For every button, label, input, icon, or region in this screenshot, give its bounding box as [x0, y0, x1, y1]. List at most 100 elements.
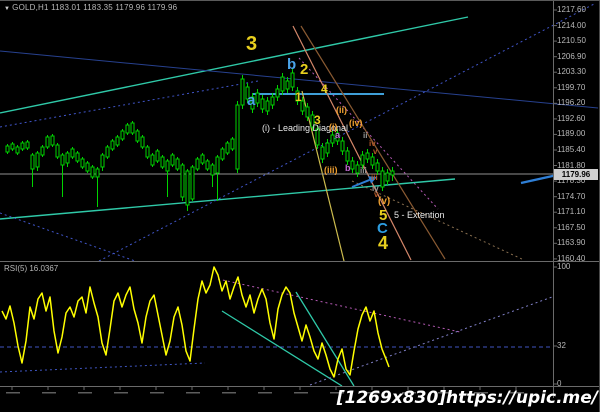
rsi-line: [1, 266, 390, 378]
leading-diagonal-note[interactable]: (i) - Leading Diagonal: [262, 123, 349, 133]
wave-b-top[interactable]: b: [287, 56, 297, 73]
candlestick-series: [5, 69, 395, 211]
candlestick: [320, 143, 325, 163]
time-axis-label: [510, 392, 524, 394]
candlestick: [275, 85, 280, 101]
brown-dotted-line[interactable]: [351, 180, 525, 261]
candlestick: [45, 135, 50, 149]
candlestick: [225, 141, 230, 155]
wave-4-mid[interactable]: 4: [321, 82, 328, 96]
rsi-dotted-left-line[interactable]: [0, 362, 206, 373]
dotted-channel-line-left[interactable]: [0, 80, 259, 128]
candlestick: [325, 139, 330, 157]
wave-i-orange[interactable]: (i): [329, 122, 338, 132]
salmon-trendline[interactable]: [292, 25, 412, 261]
candlestick: [330, 131, 335, 147]
price-axis-label: 1210.50: [557, 36, 586, 46]
magenta-dotted-line[interactable]: [298, 57, 439, 210]
price-axis-label: 1192.60: [557, 113, 586, 123]
candlestick: [230, 137, 235, 151]
wave-v-red-2[interactable]: v: [374, 190, 379, 199]
descending-blue-line[interactable]: [0, 50, 599, 109]
ohlc-expand-icon[interactable]: ▼: [4, 6, 11, 12]
candlestick: [175, 157, 180, 171]
candlestick: [60, 153, 65, 197]
yellow-trendline[interactable]: [301, 90, 345, 262]
time-axis-label: [474, 392, 488, 394]
main-chart-trendlines: [0, 2, 599, 262]
candlestick: [205, 159, 210, 171]
candlestick: [120, 129, 125, 141]
chart-title: ▼ GOLD,H1 1183.01 1183.35 1179.96 1179.96: [4, 4, 177, 13]
price-axis-label: 1189.00: [557, 129, 586, 139]
upper-cyan-trendline[interactable]: [0, 16, 469, 114]
candlestick: [250, 93, 255, 113]
wave-iii-orange[interactable]: (iii): [324, 165, 338, 175]
candlestick: [75, 151, 80, 163]
lower-cyan-trendline[interactable]: [0, 178, 456, 220]
price-axis-label: 1203.30: [557, 67, 586, 77]
time-axis-label: [78, 392, 92, 394]
candlestick: [55, 143, 60, 159]
wave-4-bottom[interactable]: 4: [378, 233, 389, 253]
wave-3-top[interactable]: 3: [246, 33, 258, 55]
breakout-arrow[interactable]: [351, 176, 377, 188]
candlestick: [335, 129, 340, 145]
wave-iii-red[interactable]: iii: [371, 173, 378, 182]
price-axis-label: 1199.70: [557, 82, 586, 92]
candlestick: [10, 142, 15, 151]
candlestick: [195, 157, 200, 171]
wave-ii-grey[interactable]: ii: [363, 131, 368, 140]
wave-a-purple[interactable]: a: [335, 130, 341, 140]
candlestick: [15, 145, 20, 155]
price-axis-label: 1206.90: [557, 51, 586, 61]
candlestick: [390, 167, 395, 181]
candlestick: [295, 87, 300, 105]
current-price-box: 1179.96: [554, 168, 598, 180]
wave-a-left[interactable]: a: [247, 92, 256, 109]
candlestick: [260, 95, 265, 113]
wave-c-bottom[interactable]: C: [377, 220, 388, 237]
time-axis-label: [438, 392, 452, 394]
wave-1-mid[interactable]: 1: [295, 90, 302, 104]
dotted-rising-line[interactable]: [98, 2, 597, 262]
wave-ii-orange[interactable]: (ii): [336, 105, 347, 115]
time-axis-label: [366, 392, 380, 394]
candlestick: [40, 145, 45, 157]
wave-v-orange[interactable]: (v): [378, 196, 391, 207]
axis-tick-marks: [6, 9, 557, 394]
wave-iv-red[interactable]: iv: [369, 139, 376, 148]
rsi-axis-label: 100: [557, 262, 571, 271]
time-axis-label: [6, 392, 20, 394]
candlestick: [95, 167, 100, 207]
rsi-axis-label: 32: [557, 341, 566, 350]
wave-iv-grey[interactable]: iv: [372, 184, 379, 193]
candlestick: [30, 153, 35, 187]
wave-2-top[interactable]: 2: [300, 61, 309, 78]
candlestick: [360, 151, 365, 169]
rsi-magenta-upper-line[interactable]: [217, 278, 461, 333]
rsi-magenta-rising-line[interactable]: [309, 296, 553, 386]
dotted-lower-left-line[interactable]: [0, 212, 136, 262]
price-axis-label: 1174.70: [557, 191, 586, 201]
candlestick: [310, 111, 315, 131]
wave-iii-grey[interactable]: iii: [360, 166, 367, 175]
wave-iv-orange[interactable]: (iv): [349, 118, 363, 128]
candlestick: [115, 135, 120, 147]
rsi-wedge-steep-line[interactable]: [295, 291, 355, 387]
wave-b-purple[interactable]: b: [345, 163, 351, 173]
candlestick: [375, 159, 380, 175]
candlestick: [105, 145, 110, 159]
wave-v-red[interactable]: v: [373, 147, 378, 156]
wave-3-mid[interactable]: 3: [314, 113, 321, 127]
brown-trendline[interactable]: [300, 25, 446, 260]
candlestick: [245, 83, 250, 103]
wave-5-bottom[interactable]: 5: [379, 207, 388, 224]
rsi-overlay-lines: [0, 278, 553, 387]
rsi-wedge-upper-line[interactable]: [221, 310, 343, 387]
price-axis-label: 1217.60: [557, 5, 586, 14]
candlestick: [145, 145, 150, 159]
extension-note[interactable]: 5 - Extention: [394, 210, 445, 220]
price-axis-label: 1214.00: [557, 20, 586, 30]
